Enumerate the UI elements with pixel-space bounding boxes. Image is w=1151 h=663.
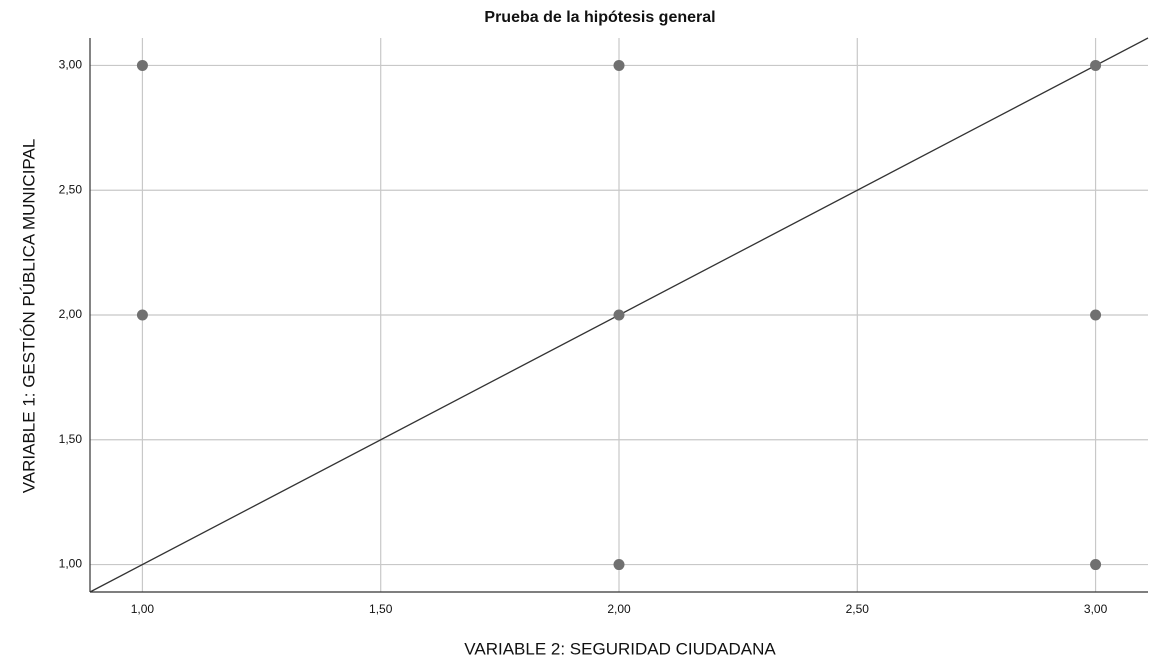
x-tick-label: 2,50 [846,602,870,616]
x-tick-label: 2,00 [607,602,631,616]
point [1090,309,1102,321]
y-tick-label: 2,00 [59,307,83,321]
y-tick-label: 3,00 [59,58,83,72]
point [613,309,625,321]
point [1090,559,1102,571]
point [1090,59,1102,71]
y-tick-label: 2,50 [59,182,83,196]
x-tick-label: 1,50 [369,602,393,616]
point [136,309,148,321]
y-axis-label: VARIABLE 1: GESTIÓN PÚBLICA MUNICIPAL [19,139,38,494]
point [136,59,148,71]
chart-title: Prueba de la hipótesis general [484,9,715,26]
point [613,59,625,71]
y-tick-label: 1,00 [59,557,83,571]
point [613,559,625,571]
x-tick-label: 1,00 [131,602,155,616]
x-tick-label: 3,00 [1084,602,1108,616]
y-tick-label: 1,50 [59,432,83,446]
x-axis-label: VARIABLE 2: SEGURIDAD CIUDADANA [464,639,776,658]
